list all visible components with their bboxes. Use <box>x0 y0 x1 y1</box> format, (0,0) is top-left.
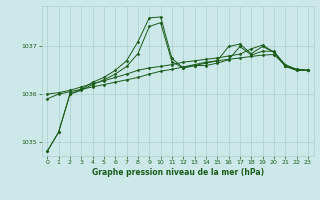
X-axis label: Graphe pression niveau de la mer (hPa): Graphe pression niveau de la mer (hPa) <box>92 168 264 177</box>
